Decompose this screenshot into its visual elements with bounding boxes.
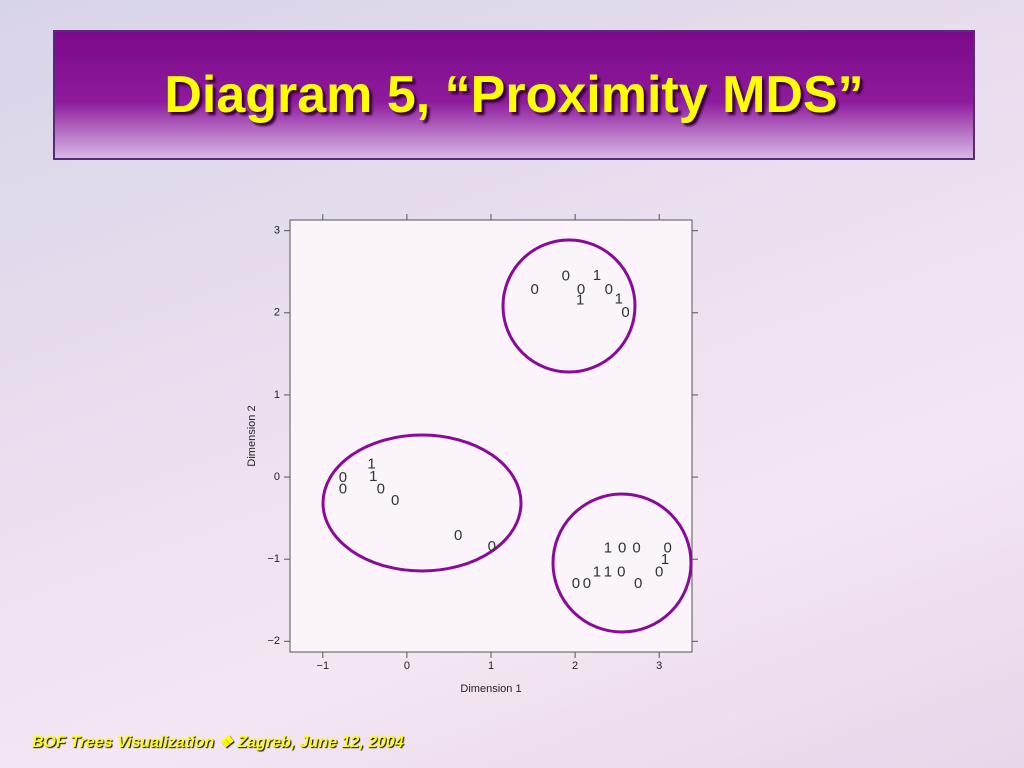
- y-tick-label: −1: [267, 553, 280, 565]
- slide-title: Diagram 5, “Proximity MDS”: [164, 66, 864, 124]
- point-label: 1: [367, 456, 375, 473]
- point-label: 1: [615, 291, 623, 308]
- y-tick-label: −2: [267, 635, 280, 647]
- point-label: 0: [531, 281, 539, 298]
- cluster-circle: [501, 238, 637, 374]
- x-axis-label: Dimension 1: [460, 683, 521, 695]
- point-label: 1: [593, 563, 601, 580]
- point-label: 1: [369, 468, 377, 485]
- x-tick-label: 0: [404, 660, 410, 672]
- point-label: 0: [339, 469, 347, 486]
- point-label: 0: [632, 539, 640, 556]
- y-tick-label: 3: [274, 225, 280, 237]
- x-tick-label: 1: [488, 660, 494, 672]
- point-label: 0: [577, 281, 585, 298]
- title-banner: Diagram 5, “Proximity MDS”: [53, 30, 975, 160]
- point-label: 1: [593, 267, 601, 284]
- point-label: 0: [605, 281, 613, 298]
- point-label: 0: [391, 492, 399, 509]
- point-label: 0: [454, 527, 462, 544]
- x-tick-label: −1: [317, 660, 330, 672]
- point-label: 0: [618, 539, 626, 556]
- y-tick-label: 2: [274, 307, 280, 319]
- point-label: 0: [621, 304, 629, 321]
- point-label: 0: [572, 575, 580, 592]
- x-tick-label: 3: [656, 660, 662, 672]
- cluster-circle: [321, 433, 523, 573]
- y-tick-label: 0: [274, 471, 280, 483]
- point-label: 0: [377, 480, 385, 497]
- point-label: 0: [655, 563, 663, 580]
- point-label: 1: [604, 539, 612, 556]
- cluster-circle: [551, 492, 693, 634]
- point-label: 1: [576, 291, 584, 308]
- y-axis-label: Dimension 2: [246, 405, 258, 466]
- footer: BOF Trees Visualization ❖ Zagreb, June 1…: [32, 734, 404, 751]
- point-label: 0: [562, 268, 570, 285]
- x-tick-label: 2: [572, 660, 578, 672]
- point-label: 1: [661, 551, 669, 568]
- point-label: 0: [339, 480, 347, 497]
- y-tick-label: 1: [274, 389, 280, 401]
- point-label: 0: [634, 575, 642, 592]
- point-label: 0: [617, 563, 625, 580]
- point-label: 0: [488, 538, 496, 555]
- point-label: 0: [583, 575, 591, 592]
- point-label: 1: [604, 563, 612, 580]
- point-label: 0: [663, 539, 671, 556]
